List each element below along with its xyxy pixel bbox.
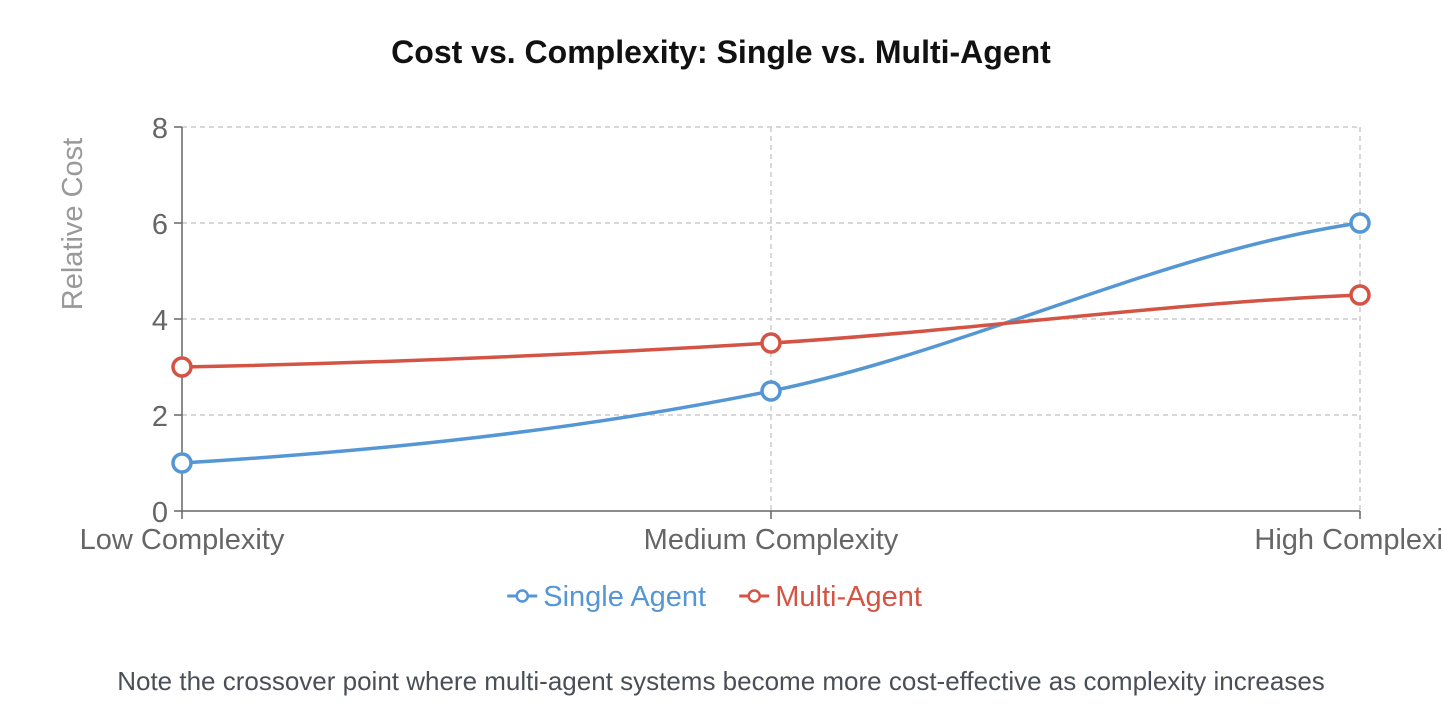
line-chart: 0 2 4 6 8 Low Complexity Medium Complexity High… bbox=[57, 113, 1442, 613]
chart-title: Cost vs. Complexity: Single vs. Multi-Ag… bbox=[391, 34, 1051, 70]
legend-label: Single Agent bbox=[543, 581, 706, 613]
data-point bbox=[1349, 212, 1371, 234]
grid-lines bbox=[182, 126, 1361, 511]
y-tick-label: 4 bbox=[152, 305, 168, 337]
y-axis-title: Relative Cost bbox=[57, 138, 89, 310]
y-tick-label: 6 bbox=[152, 209, 168, 241]
legend[interactable]: Single Agent Multi-Agent bbox=[507, 581, 922, 613]
axes: 0 2 4 6 8 Low Complexity Medium Complexity High… bbox=[57, 113, 1442, 556]
data-point bbox=[171, 356, 193, 378]
x-tick-label: Medium Complexity bbox=[644, 524, 899, 556]
data-point bbox=[171, 452, 193, 474]
y-tick-label: 0 bbox=[152, 497, 168, 529]
legend-marker-icon bbox=[515, 589, 529, 603]
y-tick-label: 8 bbox=[152, 113, 168, 145]
legend-marker-icon bbox=[747, 589, 761, 603]
legend-label: Multi-Agent bbox=[775, 581, 922, 613]
x-tick-label: Low Complexity bbox=[80, 524, 285, 556]
data-point bbox=[760, 380, 782, 402]
y-tick-label: 2 bbox=[152, 401, 168, 433]
data-point bbox=[760, 332, 782, 354]
footnote: Note the crossover point where multi-age… bbox=[117, 666, 1325, 696]
data-point bbox=[1349, 284, 1371, 306]
x-tick-label: High Complexity bbox=[1254, 524, 1442, 556]
series-lines bbox=[171, 212, 1371, 474]
